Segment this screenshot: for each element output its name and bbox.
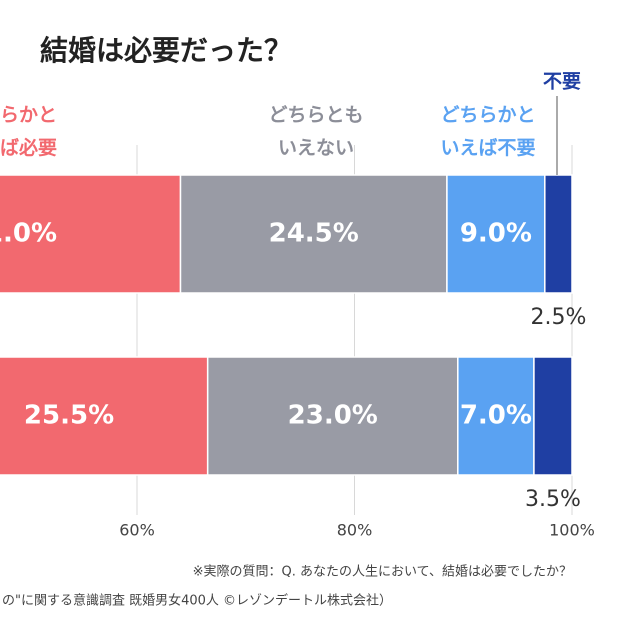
note: ※実際の質問：Q. あなたの人生において、結婚は必要でしたか？ xyxy=(193,564,572,580)
value-label: 7.0% xyxy=(460,401,532,431)
bar-segment xyxy=(0,356,209,476)
bar-segment xyxy=(533,356,573,476)
legend-label: どちらかといえば不要 xyxy=(440,104,535,159)
legend-label: 不要 xyxy=(543,71,581,93)
x-tick-label: 60% xyxy=(119,521,155,540)
x-tick-label: 100% xyxy=(549,521,595,540)
value-label: 2.5% xyxy=(530,305,586,330)
bar-segment xyxy=(544,174,573,294)
value-label: 23.0% xyxy=(288,401,378,431)
value-label: 9.0% xyxy=(460,219,532,249)
value-label: 25.5% xyxy=(24,401,114,431)
legend-label: どちらかといえば必要 xyxy=(0,104,57,159)
chart-title: 結婚は必要だった？ xyxy=(40,34,292,67)
bar-segment xyxy=(446,174,546,294)
legend-label: どちらともいえない xyxy=(268,104,363,159)
x-tick-label: 80% xyxy=(337,521,373,540)
note: の"に関する意識調査 既婚男女400人 ©レゾンデートル株式会社） xyxy=(2,593,392,609)
value-label: 3.5% xyxy=(525,487,581,512)
bar-segment xyxy=(0,174,182,294)
value-label: 31.0% xyxy=(0,219,57,249)
value-label: 24.5% xyxy=(269,219,359,249)
